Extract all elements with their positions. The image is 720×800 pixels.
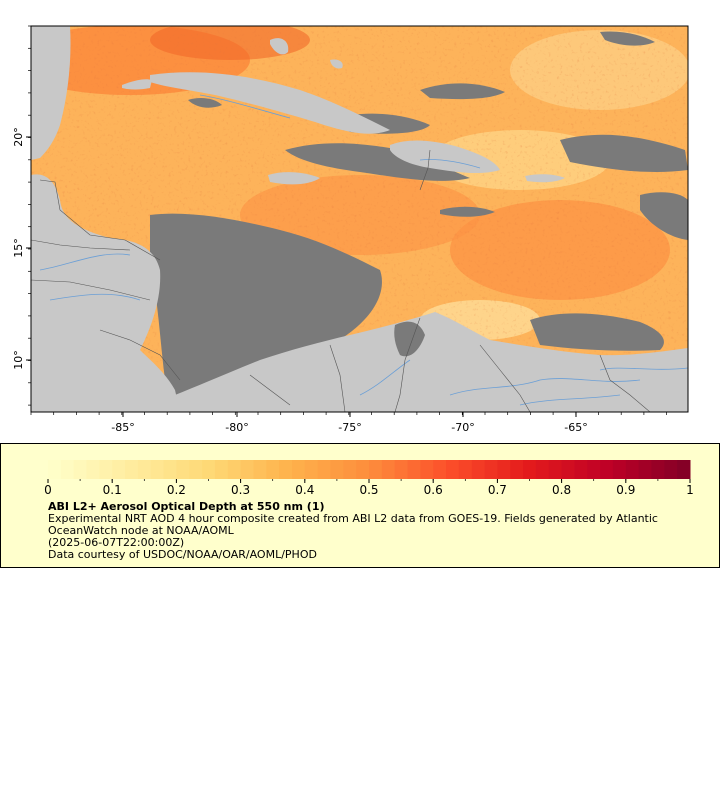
colorbar-swatch [446, 460, 460, 479]
colorbar-swatch [304, 460, 319, 479]
colorbar-swatch [625, 460, 640, 479]
rivers [39, 94, 688, 406]
colorbar-swatch [600, 460, 614, 479]
colorbar-swatch [189, 460, 203, 479]
colorbar-swatch [99, 460, 113, 479]
colorbar-swatch [638, 460, 652, 479]
y-tick-label: 10° [12, 350, 25, 370]
colorbar-swatch [176, 460, 190, 479]
colorbar-label: 0.3 [231, 483, 250, 496]
colorbar-swatch [60, 460, 75, 479]
colorbar-swatch [356, 460, 370, 479]
map-panel: -85° -80° -75° -70° -65° 20° 15° 10° [12, 25, 689, 434]
colorbar-swatch [214, 460, 229, 479]
x-tick-label: -80° [225, 421, 248, 434]
colorbar-label: 0.4 [295, 483, 314, 496]
colorbar-swatch [266, 460, 280, 479]
legend-text: ABI L2+ Aerosol Optical Depth at 550 nm … [48, 501, 698, 561]
legend-description: Experimental NRT AOD 4 hour composite cr… [48, 512, 658, 525]
colorbar-swatch [253, 460, 267, 479]
x-tick-label: -65° [564, 421, 587, 434]
colorbar-label: 0.7 [488, 483, 507, 496]
colorbar-label: 0.8 [552, 483, 571, 496]
colorbar-swatch [202, 460, 216, 479]
colorbar-ticks: 0 0.1 0.2 0.3 0.4 0.5 0.6 0.7 0.8 0.9 1 [44, 479, 694, 496]
colorbar-swatch [612, 460, 627, 479]
legend-panel: 0 0.1 0.2 0.3 0.4 0.5 0.6 0.7 0.8 0.9 1 ABI L2+ Ae… [0, 443, 720, 568]
colorbar-swatch [394, 460, 409, 479]
colorbar-swatch [458, 460, 473, 479]
y-tick-label: 15° [12, 238, 25, 258]
y-axis: 20° 15° 10° [12, 25, 31, 406]
map-border [30, 25, 689, 413]
colorbar-label: 0.5 [359, 483, 378, 496]
colorbar-swatch [407, 460, 421, 479]
colorbar-swatch [420, 460, 434, 479]
legend-title: ABI L2+ Aerosol Optical Depth at 550 nm … [48, 500, 325, 513]
aod-map: -85° -80° -75° -70° -65° 20° 15° 10° [12, 25, 689, 434]
colorbar-swatch [137, 460, 152, 479]
colorbar-swatch [330, 460, 344, 479]
colorbar-label: 0 [44, 483, 52, 496]
colorbar-swatch [369, 460, 383, 479]
colorbar-swatch [651, 460, 665, 479]
colorbar-label: 0.6 [424, 483, 443, 496]
colorbar-swatch [279, 460, 293, 479]
colorbar-swatch [433, 460, 447, 479]
colorbar-swatch [523, 460, 537, 479]
colorbar-swatch [381, 460, 396, 479]
x-axis: -85° -80° -75° -70° -65° [30, 412, 667, 434]
x-tick-label: -75° [338, 421, 361, 434]
colorbar-swatch [510, 460, 524, 479]
colorbar-swatch [86, 460, 100, 479]
colorbar: 0 0.1 0.2 0.3 0.4 0.5 0.6 0.7 0.8 0.9 1 [44, 460, 694, 496]
land-areas [31, 26, 688, 412]
colorbar-swatch [125, 460, 139, 479]
colorbar-swatches [48, 460, 691, 479]
legend-credit: Data courtesy of USDOC/NOAA/OAR/AOML/PHO… [48, 548, 317, 561]
colorbar-swatch [664, 460, 678, 479]
legend-description-cont: OceanWatch node at NOAA/AOML [48, 524, 234, 537]
colorbar-swatch [73, 460, 88, 479]
colorbar-label: 0.1 [103, 483, 122, 496]
colorbar-swatch [227, 460, 242, 479]
colorbar-swatch [535, 460, 550, 479]
colorbar-swatch [317, 460, 331, 479]
colorbar-swatch [240, 460, 254, 479]
colorbar-swatch [548, 460, 563, 479]
colorbar-swatch [587, 460, 601, 479]
colorbar-swatch [677, 460, 691, 479]
legend-timestamp: (2025-06-07T22:00:00Z) [48, 536, 185, 549]
colorbar-label: 0.2 [167, 483, 186, 496]
colorbar-swatch [484, 460, 498, 479]
colorbar-swatch [561, 460, 575, 479]
colorbar-swatch [574, 460, 588, 479]
colorbar-swatch [150, 460, 165, 479]
x-tick-label: -70° [451, 421, 474, 434]
colorbar-swatch [291, 460, 306, 479]
colorbar-swatch [471, 460, 486, 479]
x-tick-label: -85° [111, 421, 134, 434]
colorbar-label: 1 [686, 483, 694, 496]
colorbar-swatch [48, 460, 62, 479]
y-tick-label: 20° [12, 127, 25, 147]
colorbar-label: 0.9 [616, 483, 635, 496]
colorbar-swatch [112, 460, 126, 479]
country-borders [31, 149, 651, 412]
colorbar-swatch [163, 460, 177, 479]
colorbar-swatch [343, 460, 357, 479]
colorbar-swatch [497, 460, 511, 479]
